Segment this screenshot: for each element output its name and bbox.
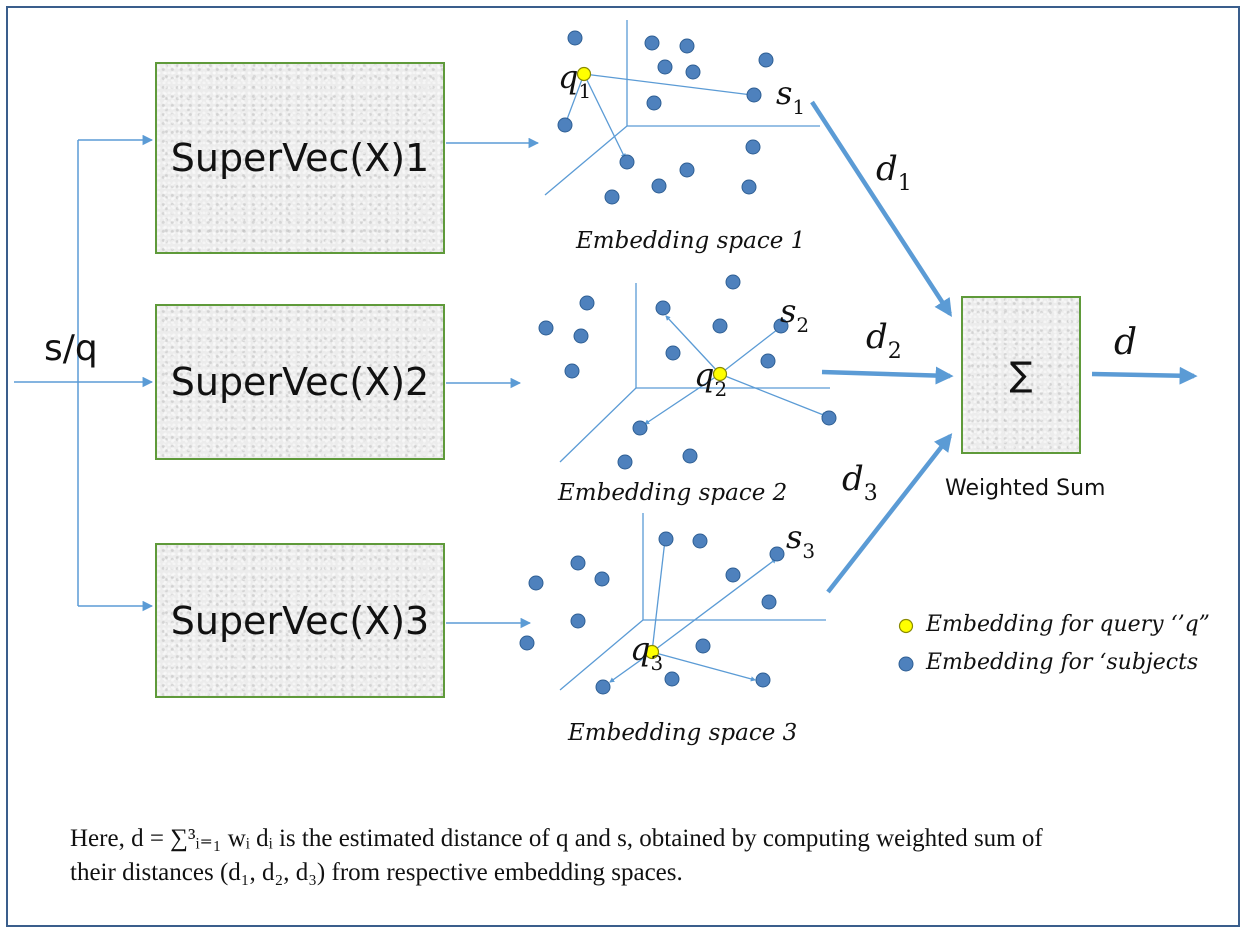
space2-subject-point [682,448,698,464]
legend-markers [898,618,914,672]
space1-vectors [565,73,754,159]
space1-subject-point [651,178,667,194]
space1-subject-point [604,189,620,205]
space1-subject-point [644,35,660,51]
input-label: s/q [44,328,98,369]
input-connectors [14,134,540,629]
s2-label: s2 [780,292,809,337]
space1-subject-point [619,154,635,170]
space3-subject-point [570,613,586,629]
space3-vectors [609,538,777,683]
s3-label: s3 [786,518,815,563]
space1-subject-point [679,38,695,54]
embedding-space-1-caption: Embedding space 1 [576,228,806,254]
output-arrow [1091,366,1198,385]
d3-arrow [826,433,953,594]
output-d-label: d [1114,322,1137,363]
supervec-box-3: SuperVec(X)3 [155,543,445,698]
space1-subject-point [567,30,583,46]
space2-subject-point [655,300,671,316]
space2-subject-point [573,328,589,344]
d1-label: d1 [876,149,912,196]
embedding-space-1 [544,20,820,205]
space3-subject-point [664,671,680,687]
space2-subject-point [538,320,554,336]
space1-subject-point [557,117,573,133]
supervec-box-1: SuperVec(X)1 [155,62,445,254]
sum-symbol: ∑ [1009,355,1033,395]
space1-subject-point [646,95,662,111]
space1-subject-point [741,179,757,195]
space2-axes [559,283,830,463]
space1-subject-point [657,59,673,75]
space1-subject-point [746,87,762,103]
space3-points [519,531,785,695]
space2-subject-point [617,454,633,470]
distance-arrows [810,100,1198,594]
space2-subject-point [821,410,837,426]
embedding-space-2 [538,274,837,470]
space3-subject-point [695,638,711,654]
legend-query-marker [898,618,914,634]
s1-label: s1 [776,74,805,119]
q1-label: q1 [558,58,591,103]
space1-subject-point [758,52,774,68]
space3-subject-point [594,571,610,587]
space2-subject-point [564,363,580,379]
space3-subject-point [692,533,708,549]
supervec-box-2: SuperVec(X)2 [155,304,445,460]
legend-subject-text: Embedding for ‘subjects [926,650,1199,675]
d2-label: d2 [866,317,902,364]
space3-subject-point [658,531,674,547]
space1-query-point [576,66,592,82]
space3-subject-point [725,567,741,583]
space1-subject-point [745,139,761,155]
embedding-space-3-caption: Embedding space 3 [568,720,798,746]
legend-subject-marker [898,656,914,672]
supervec-box-1-label: SuperVec(X)1 [170,136,430,180]
space2-subject-point [773,318,789,334]
space3-query-point [644,644,660,660]
q2-label: q2 [694,356,727,401]
weighted-sum-label: Weighted Sum [945,476,1106,501]
supervec-box-3-label: SuperVec(X)3 [170,598,430,643]
d3-label: d3 [842,459,878,506]
space3-subject-point [755,672,771,688]
space3-subject-point [570,555,586,571]
space2-points [538,274,837,470]
d1-arrow [810,100,952,318]
d2-arrow [821,366,954,385]
space2-query-point [712,366,728,382]
embedding-space-3 [519,513,826,695]
space2-subject-point [665,345,681,361]
space3-subject-point [761,594,777,610]
footer-line-1: Here, d = ∑³ᵢ₌₁ wᵢ dᵢ is the estimated d… [70,825,1043,852]
space3-axes [559,513,826,691]
space3-subject-point [769,546,785,562]
math-labels: q1 s1 d1 q2 s2 d2 q3 s3 d3 d [558,58,1137,675]
space3-subject-point [595,679,611,695]
space1-points [557,30,774,205]
space1-axes [544,20,820,196]
weighted-sum-box: ∑ [961,296,1081,454]
space2-subject-point [579,295,595,311]
space2-vectors [644,315,827,425]
space3-subject-point [528,575,544,591]
space1-subject-point [679,162,695,178]
supervec-box-2-label: SuperVec(X)2 [170,360,430,404]
space2-subject-point [712,318,728,334]
space1-subject-point [685,64,701,80]
space2-subject-point [725,274,741,290]
outer-frame [6,6,1240,927]
legend-query-text: Embedding for query ‘’q” [926,612,1210,637]
embedding-space-2-caption: Embedding space 2 [558,480,788,506]
footer-line-2: their distances (d₁, d₂, d₃) from respec… [70,859,683,886]
q3-label: q3 [630,630,663,675]
space3-subject-point [519,635,535,651]
space2-subject-point [760,353,776,369]
space2-subject-point [632,420,648,436]
